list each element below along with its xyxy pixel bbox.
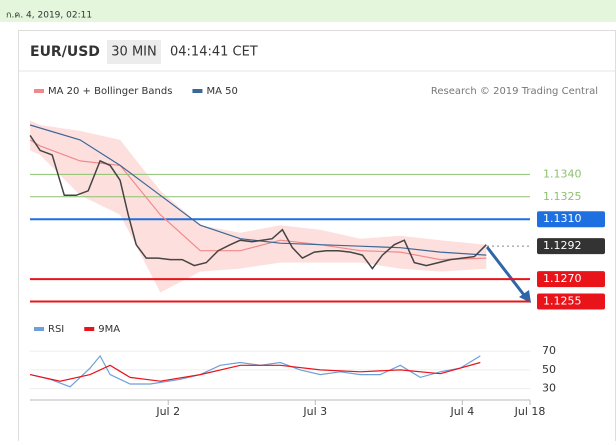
ma-line: [29, 124, 487, 256]
legend-label: MA 20 + Bollinger Bands: [48, 86, 172, 97]
level-label: 1.1325: [543, 190, 582, 203]
bollinger-band: [30, 120, 487, 293]
legend-swatch: [34, 89, 44, 93]
price-line: [29, 134, 487, 270]
arrow-head: [519, 290, 531, 303]
arrow: [485, 246, 526, 296]
legend-swatch: [192, 89, 203, 93]
time: 04:14:41 CET: [170, 45, 258, 60]
interval-box: [107, 40, 161, 64]
ma-line: [29, 139, 487, 261]
timestamp: ก.ค. 4, 2019, 02:11: [6, 11, 92, 21]
top-bar: [0, 0, 616, 22]
y-tick-label: 70: [542, 344, 556, 357]
level-label: 1.1255: [543, 295, 582, 308]
legend-label: 9MA: [98, 324, 120, 335]
legend-swatch: [84, 327, 95, 331]
rsi-line: [29, 361, 481, 382]
level-label: 1.1340: [543, 167, 582, 180]
level-box: [537, 238, 605, 255]
interval: 30 MIN: [111, 45, 156, 60]
symbol: EUR/USD: [30, 44, 100, 60]
credit: Research © 2019 Trading Central: [431, 86, 598, 97]
level-label: 1.1292: [543, 239, 582, 252]
legend-swatch: [34, 327, 44, 331]
level-label: 1.1310: [543, 212, 582, 225]
x-tick-label: Jul 18: [514, 405, 546, 418]
y-tick-label: 50: [542, 363, 556, 376]
legend-label: RSI: [48, 324, 64, 335]
level-box: [537, 293, 605, 310]
rsi-line: [29, 354, 481, 388]
level-box: [537, 211, 605, 228]
y-tick-label: 30: [542, 382, 556, 395]
legend-label: MA 50: [206, 86, 237, 97]
level-box: [537, 271, 605, 288]
x-tick-label: Jul 3: [302, 405, 327, 418]
x-tick-label: Jul 4: [449, 405, 474, 418]
x-tick-label: Jul 2: [155, 405, 180, 418]
level-label: 1.1270: [543, 272, 582, 285]
